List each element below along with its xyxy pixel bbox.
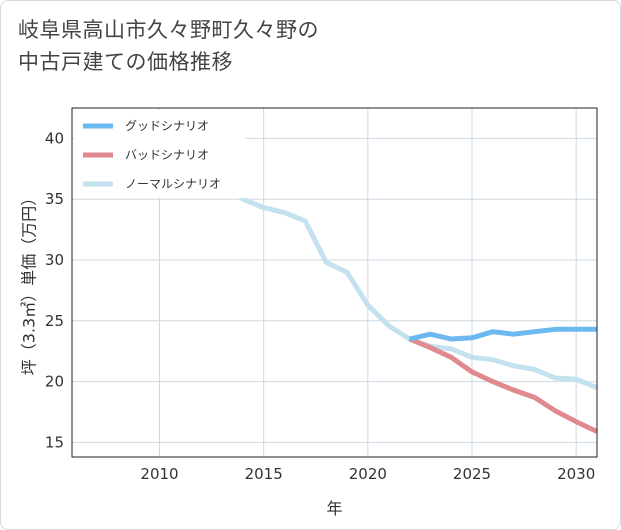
y-tick-label: 15 bbox=[45, 433, 64, 451]
x-tick-label: 2025 bbox=[453, 465, 491, 483]
plot-frame bbox=[71, 107, 598, 458]
x-tick-label: 2015 bbox=[245, 465, 283, 483]
y-tick-label: 30 bbox=[45, 251, 64, 269]
x-tick-label: 2010 bbox=[140, 465, 178, 483]
legend-entry-label: ノーマルシナリオ bbox=[125, 177, 221, 191]
chart-title-line1: 岐阜県高山市久々野町久々野の bbox=[18, 18, 319, 42]
legend-entry-label: バッドシナリオ bbox=[125, 148, 209, 162]
series-line-0 bbox=[408, 326, 597, 342]
x-axis-label: 年 bbox=[326, 499, 342, 518]
y-tick-label: 25 bbox=[45, 312, 64, 330]
x-tick-label: 2020 bbox=[349, 465, 387, 483]
y-tick-label: 20 bbox=[45, 373, 64, 391]
chart-title-line2: 中古戸建ての価格推移 bbox=[18, 50, 233, 74]
y-tick-label: 40 bbox=[45, 129, 64, 147]
series-line-1 bbox=[408, 336, 599, 434]
x-tick-label: 2030 bbox=[557, 465, 595, 483]
y-tick-label: 35 bbox=[45, 190, 64, 208]
y-axis-label: 坪（3.3㎡）単価（万円） bbox=[20, 190, 39, 375]
legend-entry-label: グッドシナリオ bbox=[125, 119, 209, 133]
grid-lines bbox=[72, 108, 597, 457]
chart-title: 岐阜県高山市久々野町久々野の 中古戸建ての価格推移 bbox=[18, 14, 319, 78]
